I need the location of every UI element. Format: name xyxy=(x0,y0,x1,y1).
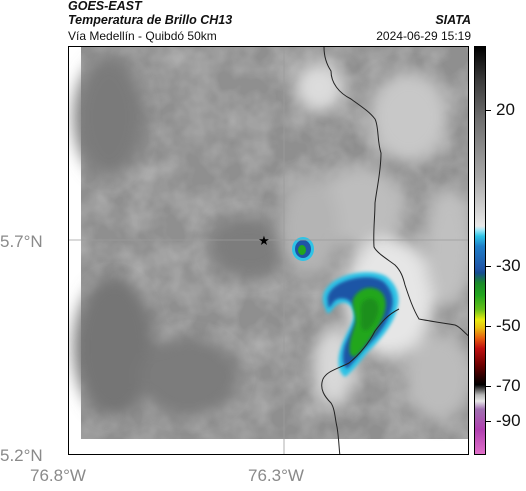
lat-label: 5.2°N xyxy=(0,446,43,465)
colorbar-tick xyxy=(486,386,491,387)
colorbar-tick xyxy=(486,421,491,422)
warm-areas xyxy=(74,57,289,417)
border-line xyxy=(323,47,468,337)
satellite-map[interactable]: ★ xyxy=(68,46,469,455)
lon-label: 76.8°W xyxy=(30,466,86,485)
satellite-name: GOES-EAST xyxy=(68,0,142,13)
map-image: ★ xyxy=(69,47,468,454)
star-icon: ★ xyxy=(258,234,270,249)
colorbar-label: -70 xyxy=(496,376,521,395)
colorbar-tick xyxy=(486,326,491,327)
storm-cell-main xyxy=(322,272,399,377)
colorbar xyxy=(474,46,486,455)
colorbar-label: 20 xyxy=(496,100,515,119)
timestamp-label: 2024-06-29 15:19 xyxy=(376,29,471,43)
border-line-south xyxy=(321,308,400,454)
route-label: Vía Medellín - Quibdó 50km xyxy=(68,29,217,43)
agency-label: SIATA xyxy=(435,13,471,27)
colorbar-tick xyxy=(486,110,491,111)
lat-label: 5.7°N xyxy=(0,232,43,251)
colorbar-tick xyxy=(486,266,491,267)
lon-label: 76.3°W xyxy=(248,466,304,485)
colorbar-label: -30 xyxy=(496,256,521,275)
storm-cell-small xyxy=(292,237,314,261)
colorbar-label: -90 xyxy=(496,411,521,430)
colorbar-label: -50 xyxy=(496,316,521,335)
product-title: Temperatura de Brillo CH13 xyxy=(68,13,233,27)
